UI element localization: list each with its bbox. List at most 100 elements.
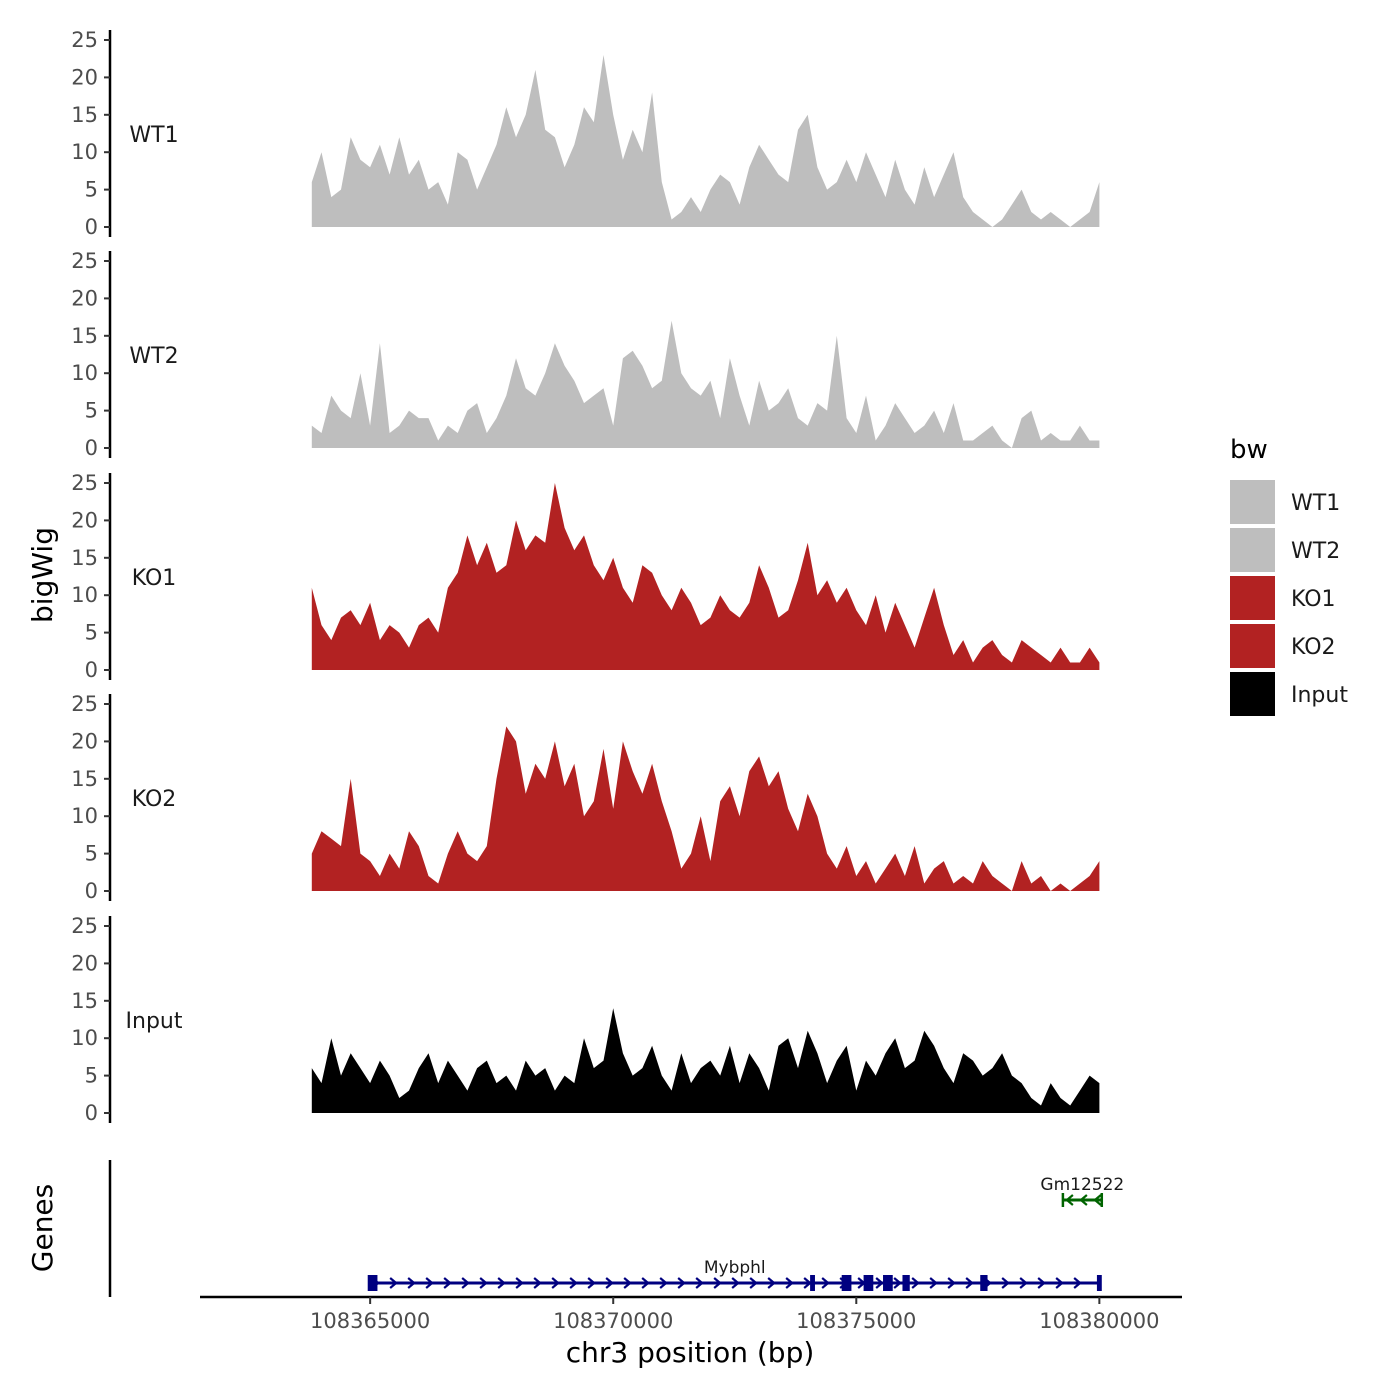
y-tick-label: 25 [71, 28, 98, 52]
strand-arrow [821, 1277, 830, 1289]
y-tick-label: 15 [71, 103, 98, 127]
strand-arrow [731, 1277, 740, 1289]
gene-label: Gm12522 [1040, 1175, 1124, 1195]
strand-arrow [479, 1277, 488, 1289]
y-tick-label: 20 [71, 286, 98, 310]
x-tick-label: 108375000 [796, 1309, 916, 1333]
strand-arrow [605, 1277, 614, 1289]
legend-key-input [1230, 672, 1275, 716]
exon [367, 1275, 378, 1291]
strand-arrow [947, 1277, 956, 1289]
strand-arrow [929, 1277, 938, 1289]
y-tick-label: 20 [71, 65, 98, 89]
exon [902, 1275, 910, 1291]
y-tick-label: 10 [71, 140, 98, 164]
y-tick-label: 25 [71, 692, 98, 716]
legend: bw WT1 WT2 KO1 KO2 Input [1230, 435, 1348, 716]
y-tick-label: 25 [71, 914, 98, 938]
strand-arrow [911, 1277, 920, 1289]
strand-arrow [767, 1277, 776, 1289]
strand-arrow [461, 1277, 470, 1289]
y-tick-label: 0 [85, 436, 98, 460]
y-tick-label: 25 [71, 471, 98, 495]
x-tick-label: 108370000 [553, 1309, 673, 1333]
y-tick-label: 20 [71, 729, 98, 753]
genes-panel: Mybphl Gm12522 [108, 1160, 1124, 1297]
strand-arrow [569, 1277, 578, 1289]
track-label: KO2 [132, 787, 177, 812]
strand-arrow [659, 1277, 668, 1289]
strand-arrow [785, 1277, 794, 1289]
strand-arrow [515, 1277, 524, 1289]
track-label: KO1 [132, 566, 177, 591]
track-ko1: 0 5 10 15 20 25 KO1 [71, 471, 1100, 682]
track-label: WT2 [129, 344, 178, 369]
strand-arrow [713, 1277, 722, 1289]
y-tick-label: 5 [85, 1064, 98, 1088]
track-wt2: 0 5 10 15 20 25 WT2 [71, 249, 1100, 460]
legend-key-ko2 [1230, 624, 1275, 668]
strand-arrow [1037, 1277, 1046, 1289]
strand-arrow [443, 1277, 452, 1289]
y-tick-label: 10 [71, 1026, 98, 1050]
y-tick-label: 0 [85, 658, 98, 682]
y-tick-label: 10 [71, 583, 98, 607]
track-input: 0 5 10 15 20 25 Input [71, 914, 1100, 1125]
strand-arrow [551, 1277, 560, 1289]
y-tick-label: 10 [71, 804, 98, 828]
strand-arrow [677, 1277, 686, 1289]
strand-arrow [1073, 1277, 1082, 1289]
strand-arrow [533, 1277, 542, 1289]
gene-label: Mybphl [704, 1258, 766, 1278]
strand-arrow [749, 1277, 758, 1289]
y-tick-label: 20 [71, 951, 98, 975]
coverage-area-input [311, 1008, 1100, 1113]
y-tick-label: 25 [71, 249, 98, 273]
track-label: WT1 [129, 123, 178, 148]
strand-arrow [875, 1277, 884, 1289]
legend-label-ko2: KO2 [1291, 635, 1336, 660]
legend-label-wt2: WT2 [1291, 539, 1340, 564]
x-axis-title: chr3 position (bp) [566, 1336, 815, 1369]
x-axis: 108365000 108370000 108375000 108380000 [200, 1295, 1182, 1333]
legend-title: bw [1230, 435, 1268, 465]
y-tick-label: 5 [85, 399, 98, 423]
y-tick-label: 15 [71, 324, 98, 348]
genes-axis-title: Genes [26, 1184, 59, 1272]
strand-arrow [425, 1277, 434, 1289]
coverage-tracks: 0510152025WT10510152025WT20510152025KO10… [71, 28, 1100, 1125]
track-ko2: 0 5 10 15 20 25 KO2 [71, 692, 1100, 903]
gene-gm12522: Gm12522 [1040, 1175, 1124, 1207]
strand-arrow [965, 1277, 974, 1289]
exon [810, 1275, 815, 1291]
y-tick-label: 10 [71, 361, 98, 385]
strand-arrow [695, 1277, 704, 1289]
legend-key-wt1 [1230, 480, 1275, 524]
coverage-area-ko2 [311, 726, 1100, 891]
legend-key-ko1 [1230, 576, 1275, 620]
track-label: Input [126, 1009, 183, 1034]
strand-arrow [1019, 1277, 1028, 1289]
coverage-area-ko1 [311, 483, 1100, 670]
strand-arrow [1001, 1277, 1010, 1289]
legend-label-input: Input [1291, 683, 1348, 708]
track-wt1: 0 5 10 15 20 25 WT1 [71, 28, 1100, 239]
y-tick-label: 15 [71, 546, 98, 570]
y-tick-label: 5 [85, 621, 98, 645]
strand-arrow [497, 1277, 506, 1289]
strand-arrow [641, 1277, 650, 1289]
exon [841, 1275, 852, 1291]
legend-label-ko1: KO1 [1291, 587, 1336, 612]
strand-arrow [1055, 1277, 1064, 1289]
y-axis-title: bigWig [26, 527, 59, 623]
strand-arrow [893, 1277, 902, 1289]
strand-arrow [587, 1277, 596, 1289]
coverage-area-wt1 [311, 55, 1100, 227]
exon [980, 1275, 988, 1291]
x-tick-label: 108380000 [1039, 1309, 1159, 1333]
x-tick-label: 108365000 [310, 1309, 430, 1333]
strand-arrow [1065, 1194, 1074, 1206]
strand-arrow [389, 1277, 398, 1289]
y-tick-label: 5 [85, 842, 98, 866]
